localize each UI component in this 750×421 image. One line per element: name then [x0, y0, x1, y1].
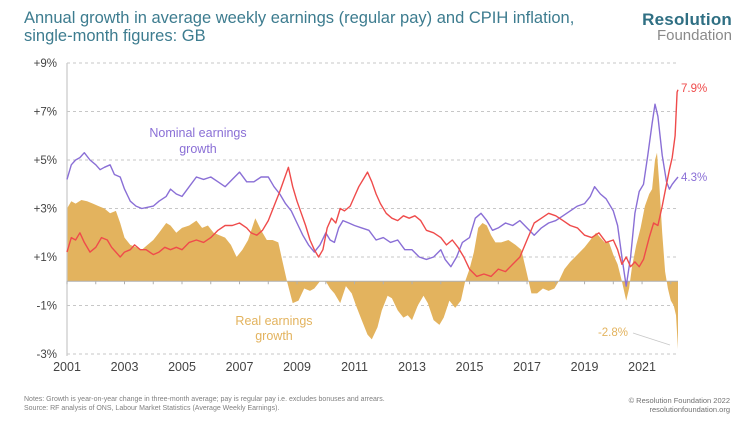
cpih-end-value-label: 7.9% [681, 83, 707, 95]
chart-title: Annual growth in average weekly earnings… [24, 9, 575, 45]
y-tick-label: +9% [34, 58, 57, 70]
real-end-value-label: -2.8% [598, 327, 628, 339]
series-lines [66, 89, 679, 287]
real-earnings-label: Real earnings [235, 314, 312, 328]
source-text: Source: RF analysis of ONS, Labour Marke… [24, 404, 280, 412]
real-end-leader-line [632, 332, 671, 346]
labels: +9% +7% +5% +3% +1% -1% -3%2001 2003 2005 2007 200… [34, 58, 708, 374]
footer-notes: Notes: Growth is year-on-year change in … [24, 396, 385, 413]
logo-foundation: Foundation [656, 27, 732, 44]
x-tick-label: 2001 [53, 360, 81, 374]
x-tick-label: 2007 [226, 360, 254, 374]
x-tick-label: 2009 [283, 360, 311, 374]
x-tick-label: 2015 [456, 360, 484, 374]
y-tick-label: -3% [37, 349, 57, 361]
x-tick-label: 2013 [398, 360, 426, 374]
x-tick-label: 2021 [628, 360, 656, 374]
notes-text: Notes: Growth is year-on-year change in … [24, 396, 385, 403]
x-tick-label: 2019 [571, 360, 599, 374]
nominal-end-value-label: 4.3% [681, 172, 707, 184]
axes [66, 63, 678, 356]
copyright-text: © Resolution Foundation 2022 [628, 396, 730, 405]
website-link[interactable]: resolutionfoundation.org [649, 405, 730, 414]
cpih-line [66, 89, 679, 278]
y-tick-label: +1% [34, 252, 57, 264]
logo-resolution: Resolution [642, 10, 732, 29]
x-tick-label: 2017 [513, 360, 541, 374]
real-earnings-label: growth [255, 329, 293, 343]
y-tick-label: +7% [34, 107, 57, 119]
y-tick-label: +5% [34, 155, 57, 167]
logo: Resolution Foundation [642, 11, 732, 43]
real-earnings-area-layer [67, 152, 678, 350]
x-tick-label: 2011 [341, 360, 368, 374]
nominal-earnings-label: growth [179, 142, 217, 156]
nominal-earnings-label: Nominal earnings [149, 126, 246, 140]
real-earnings-area [67, 152, 678, 350]
footer-credit: © Resolution Foundation 2022 resolutionf… [629, 396, 730, 414]
x-tick-label: 2003 [111, 360, 139, 374]
y-tick-label: +3% [34, 204, 57, 216]
nominal-line [66, 103, 679, 287]
y-tick-label: -1% [37, 301, 57, 313]
x-tick-label: 2005 [168, 360, 196, 374]
